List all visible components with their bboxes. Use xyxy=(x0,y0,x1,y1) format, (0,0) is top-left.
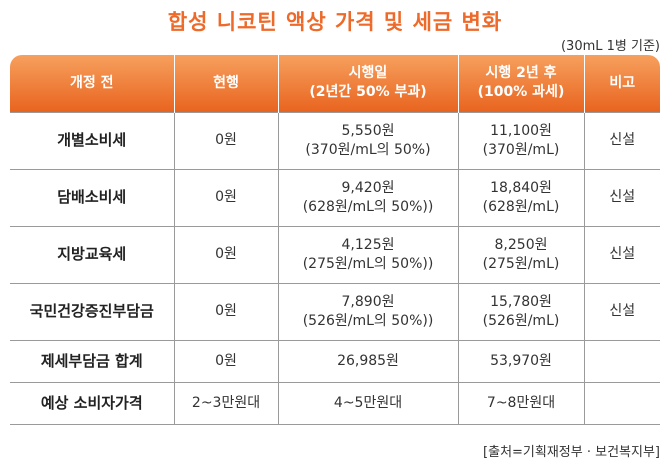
effective-value: 9,420원 (628원/mL의 50%)) xyxy=(277,168,458,226)
remark xyxy=(583,339,660,382)
current-value: 0원 xyxy=(173,111,278,169)
current-value: 0원 xyxy=(173,339,278,382)
current-value: 2~3만원대 xyxy=(173,381,278,425)
table-header-row: 개정 전 현행 시행일 (2년간 50% 부과) 시행 2년 후 (100% 과… xyxy=(10,55,660,112)
after2y-value: 11,100원 (370원/mL) xyxy=(457,111,584,169)
remark xyxy=(583,381,660,425)
effective-value: 7,890원 (526원/mL의 50%)) xyxy=(277,282,458,340)
table-row: 담배소비세 0원 9,420원 (628원/mL의 50%)) 18,840원 … xyxy=(10,168,660,226)
header-effective-date: 시행일 (2년간 50% 부과) xyxy=(277,55,458,112)
remark: 신설 xyxy=(583,111,660,169)
current-value: 0원 xyxy=(173,168,278,226)
row-label: 담배소비세 xyxy=(10,168,174,226)
source-note: [출처=기획재정부 · 보건복지부] xyxy=(483,445,660,460)
table-row: 제세부담금 합계 0원 26,985원 53,970원 xyxy=(10,339,660,382)
after2y-value: 53,970원 xyxy=(457,339,584,382)
unit-note: (30mL 1병 기준) xyxy=(560,39,660,54)
table-row: 예상 소비자가격 2~3만원대 4~5만원대 7~8만원대 xyxy=(10,381,660,425)
after2y-value: 7~8만원대 xyxy=(457,381,584,425)
after2y-value: 18,840원 (628원/mL) xyxy=(457,168,584,226)
table-row: 지방교육세 0원 4,125원 (275원/mL의 50%)) 8,250원 (… xyxy=(10,225,660,283)
header-before-revision: 개정 전 xyxy=(10,55,174,112)
header-current: 현행 xyxy=(173,55,278,112)
row-label: 예상 소비자가격 xyxy=(10,381,174,425)
after2y-value: 8,250원 (275원/mL) xyxy=(457,225,584,283)
header-remarks: 비고 xyxy=(583,55,660,112)
table-row: 국민건강증진부담금 0원 7,890원 (526원/mL의 50%)) 15,7… xyxy=(10,282,660,340)
row-label: 제세부담금 합계 xyxy=(10,339,174,382)
header-after-two-years: 시행 2년 후 (100% 과세) xyxy=(457,55,584,112)
effective-value: 26,985원 xyxy=(277,339,458,382)
remark: 신설 xyxy=(583,225,660,283)
remark: 신설 xyxy=(583,282,660,340)
table-row: 개별소비세 0원 5,550원 (370원/mL의 50%) 11,100원 (… xyxy=(10,111,660,169)
effective-value: 4,125원 (275원/mL의 50%)) xyxy=(277,225,458,283)
current-value: 0원 xyxy=(173,282,278,340)
tax-table: 개정 전 현행 시행일 (2년간 50% 부과) 시행 2년 후 (100% 과… xyxy=(10,55,660,425)
row-label: 개별소비세 xyxy=(10,111,174,169)
row-label: 지방교육세 xyxy=(10,225,174,283)
current-value: 0원 xyxy=(173,225,278,283)
effective-value: 5,550원 (370원/mL의 50%) xyxy=(277,111,458,169)
remark: 신설 xyxy=(583,168,660,226)
effective-value: 4~5만원대 xyxy=(277,381,458,425)
row-label: 국민건강증진부담금 xyxy=(10,282,174,340)
after2y-value: 15,780원 (526원/mL) xyxy=(457,282,584,340)
page-title: 합성 니코틴 액상 가격 및 세금 변화 xyxy=(167,10,503,34)
